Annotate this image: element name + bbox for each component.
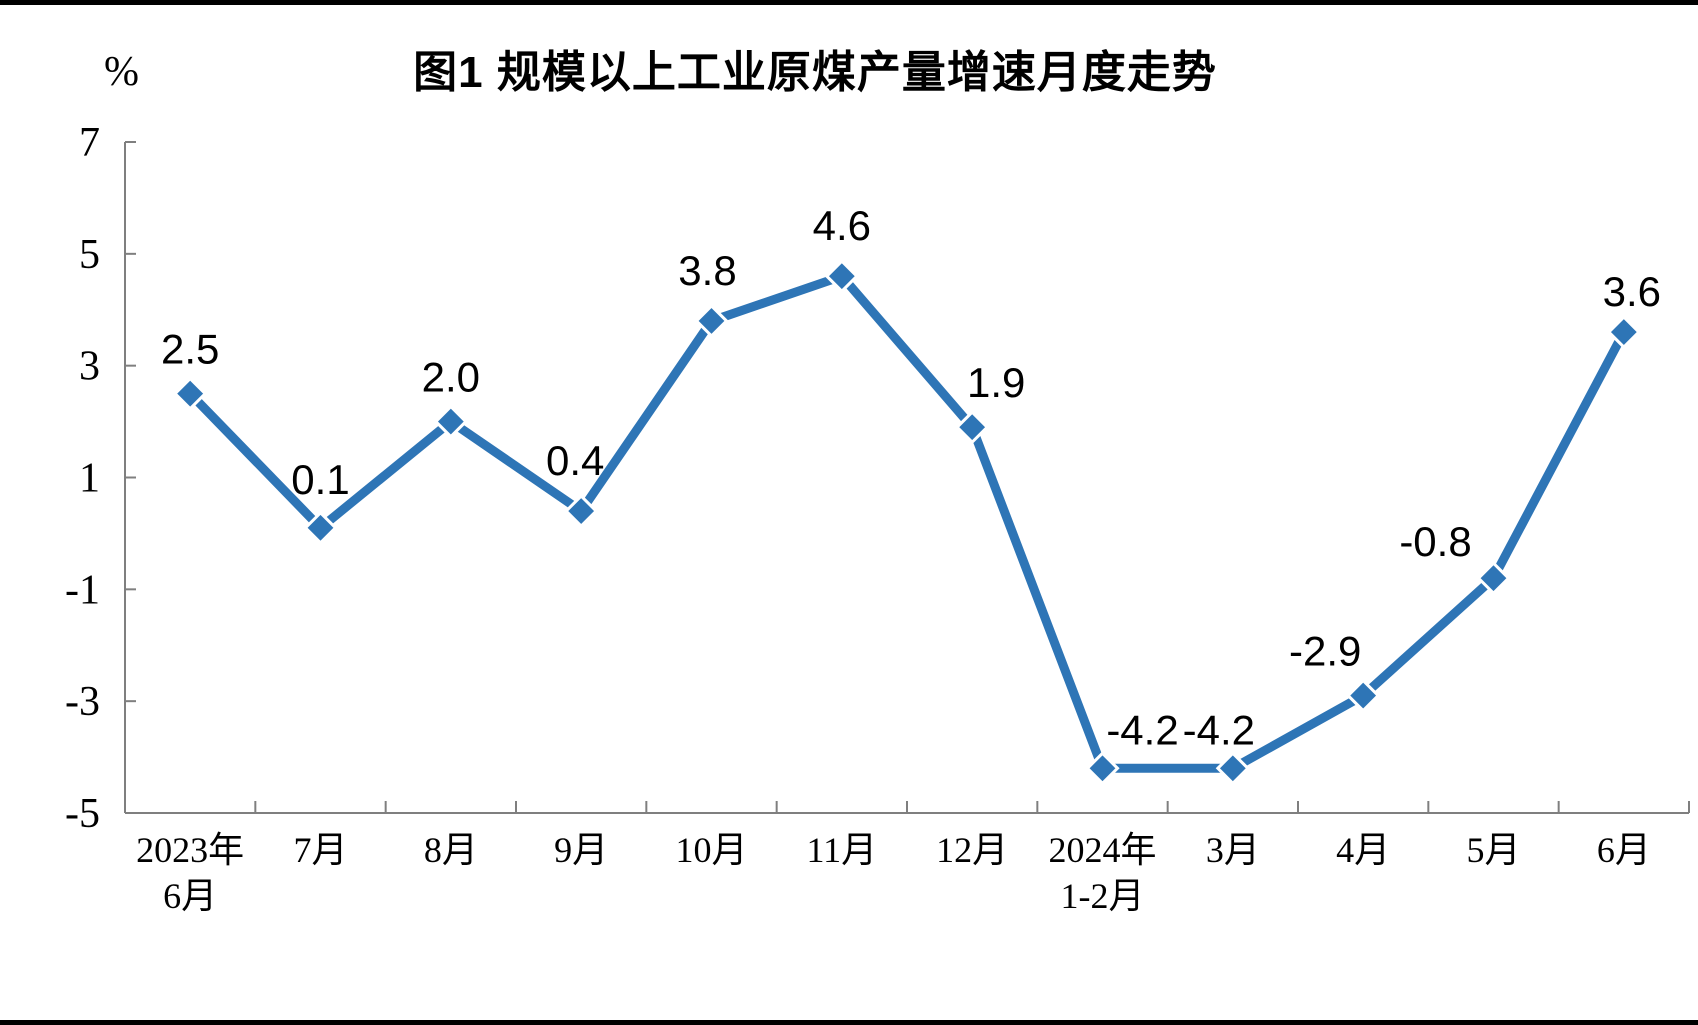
y-axis-unit-label: % bbox=[104, 49, 139, 95]
y-axis-tick-label: 1 bbox=[79, 456, 100, 502]
data-point-marker bbox=[433, 404, 468, 439]
series-line bbox=[185, 271, 1629, 773]
x-axis-tick-label: 6月 bbox=[1597, 830, 1651, 870]
data-point-marker bbox=[955, 410, 990, 445]
x-axis-tick-label: 11月 bbox=[806, 830, 877, 870]
data-value-label: 0.4 bbox=[546, 437, 604, 484]
y-axis-tick-label: 3 bbox=[79, 344, 100, 390]
data-value-label: 2.0 bbox=[422, 354, 480, 401]
data-value-label: -2.9 bbox=[1289, 628, 1361, 675]
data-value-label: 0.1 bbox=[291, 456, 349, 503]
data-point-marker bbox=[1346, 678, 1381, 713]
y-axis-tick-label: -1 bbox=[65, 567, 100, 613]
data-point-marker bbox=[173, 376, 208, 411]
x-axis-tick-label: 5月 bbox=[1466, 830, 1520, 870]
y-axis-tick-label: 7 bbox=[79, 120, 100, 166]
data-point-marker bbox=[824, 259, 859, 294]
y-axis-tick-label: -3 bbox=[65, 679, 100, 725]
data-value-label: -4.2 bbox=[1106, 706, 1178, 753]
data-value-label: 1.9 bbox=[967, 359, 1025, 406]
data-value-label: 3.8 bbox=[678, 247, 736, 294]
data-value-label: -4.2 bbox=[1183, 706, 1255, 753]
data-point-marker bbox=[1085, 751, 1120, 786]
data-point-marker bbox=[694, 303, 729, 339]
y-axis-tick-label: -5 bbox=[65, 791, 100, 837]
data-point-marker bbox=[1215, 751, 1250, 786]
x-axis-tick-label: 9月 bbox=[554, 830, 608, 870]
data-value-label: 3.6 bbox=[1603, 268, 1661, 315]
page-top-border bbox=[0, 0, 1698, 5]
data-value-label: 2.5 bbox=[161, 326, 219, 373]
x-axis-tick-label: 2024年 1-2月 bbox=[1048, 830, 1156, 916]
x-axis-tick-label: 3月 bbox=[1206, 830, 1260, 870]
x-axis-tick-label: 10月 bbox=[675, 830, 747, 870]
data-point-marker bbox=[564, 493, 599, 529]
data-value-label: -0.8 bbox=[1399, 518, 1471, 565]
x-axis-tick-label: 4月 bbox=[1336, 830, 1390, 870]
chart-title: 图1 规模以上工业原煤产量增速月度走势 bbox=[413, 48, 1217, 97]
x-axis-tick-label: 8月 bbox=[424, 830, 478, 870]
page-bottom-border bbox=[0, 1020, 1698, 1025]
data-value-label: 4.6 bbox=[813, 202, 871, 249]
data-point-marker bbox=[1606, 314, 1641, 350]
x-axis-tick-label: 12月 bbox=[936, 830, 1008, 870]
data-point-marker bbox=[303, 510, 338, 545]
x-axis-tick-label: 7月 bbox=[293, 830, 347, 870]
data-point-marker bbox=[1476, 561, 1511, 596]
y-axis-tick-label: 5 bbox=[79, 232, 100, 278]
x-axis-tick-label: 2023年 6月 bbox=[136, 830, 244, 916]
